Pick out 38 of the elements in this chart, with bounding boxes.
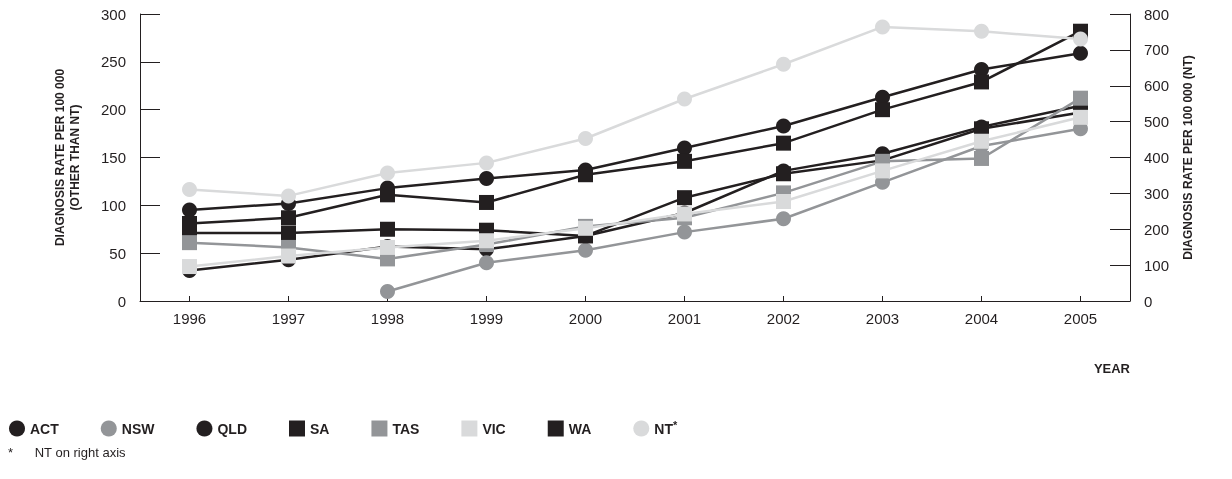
y-tick-label: 300 (100, 5, 126, 23)
y2-tick-label: 200 (1144, 220, 1170, 238)
x-tick-label: 2003 (865, 310, 900, 327)
y2-axis-title: DIAGNOSIS RATE PER 100 000 (NT) (1180, 55, 1195, 260)
y2-tick-label: 300 (1144, 184, 1170, 202)
y-tick-label: 100 (100, 196, 126, 214)
y2-tick-label: 600 (1144, 77, 1170, 95)
y-tick-label: 250 (100, 53, 126, 71)
x-axis-title: YEAR (1093, 361, 1131, 376)
y-tick-label: 50 (109, 244, 126, 262)
x-tick-label: 1999 (469, 310, 504, 327)
legend-label: WA (568, 420, 592, 437)
x-tick-label: 1997 (271, 310, 306, 327)
y2-tick-label: 700 (1144, 41, 1170, 59)
legend-label: NSW (121, 420, 156, 437)
x-tick-label: 2005 (1063, 310, 1098, 327)
y-tick-label: 150 (100, 149, 126, 166)
y-tick-label: 0 (117, 292, 126, 310)
y2-tick-label: 800 (1144, 5, 1170, 23)
y-axis-title: DIAGNOSIS RATE PER 100 000 (OTHER THAN NT) (52, 68, 82, 247)
x-tick-label: 2002 (766, 310, 801, 327)
x-tick-label: 1998 (370, 310, 405, 327)
x-tick-label: 1996 (172, 310, 207, 327)
legend-label: VIC (482, 420, 506, 437)
legend-label: TAS (392, 420, 420, 437)
y2-tick-label: 500 (1144, 113, 1170, 131)
x-tick-label: 2001 (667, 310, 702, 327)
legend-label: QLD (217, 420, 247, 437)
y2-tick-label: 400 (1144, 149, 1170, 166)
y-tick-label: 200 (100, 101, 126, 119)
text: * NT on right axis (8, 445, 127, 460)
x-tick-label: 2000 (568, 310, 603, 327)
x-tick-label: 2004 (964, 310, 999, 327)
y2-tick-label: 100 (1144, 256, 1170, 274)
legend-label: SA (309, 420, 330, 437)
legend-label: ACT (30, 420, 60, 437)
legend-label: NT* (654, 418, 678, 437)
y2-tick-label: 0 (1144, 292, 1153, 310)
